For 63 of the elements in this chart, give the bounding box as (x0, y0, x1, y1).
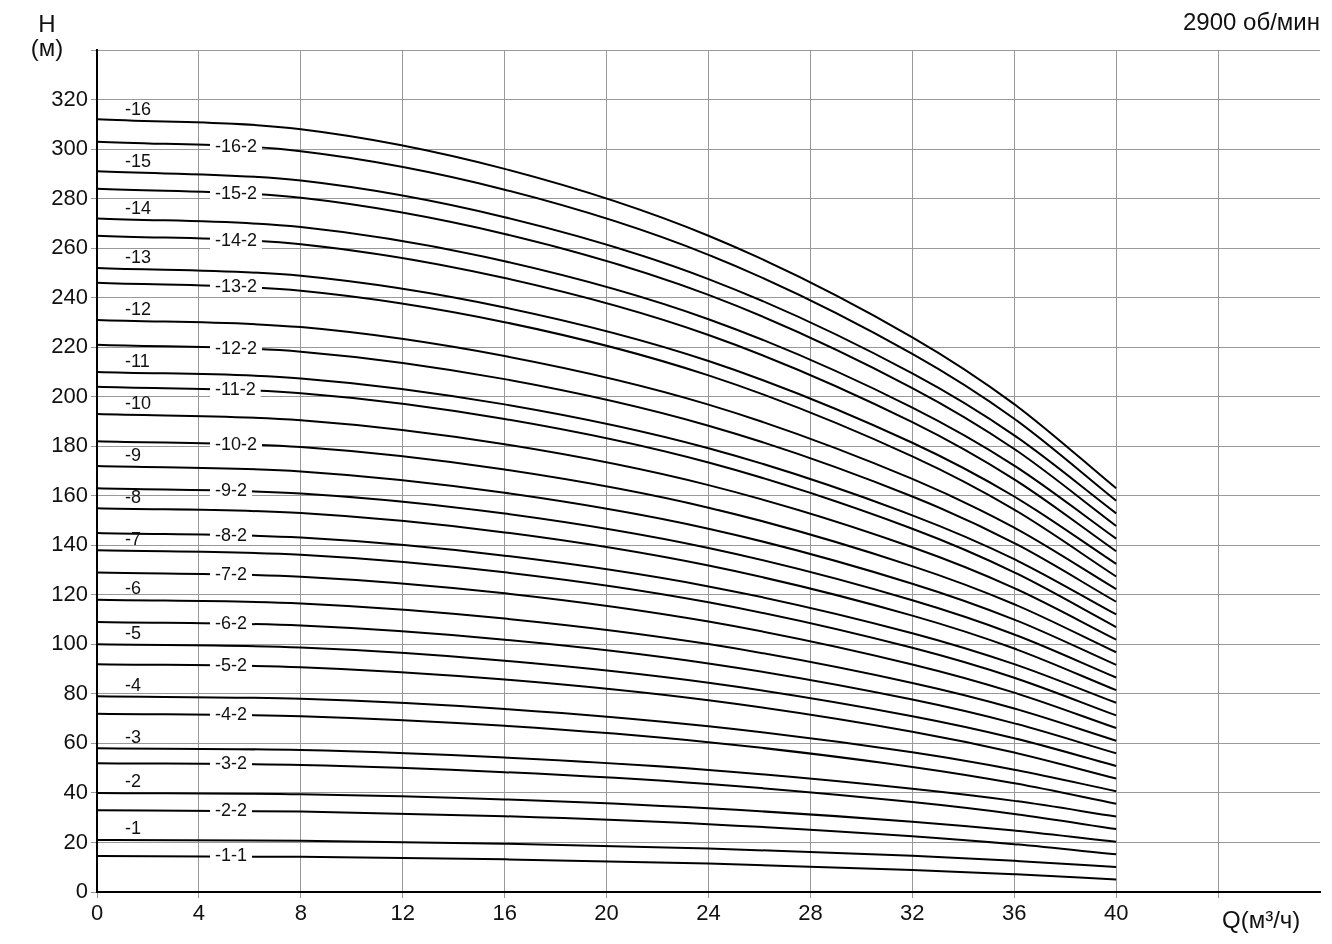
y-tick-label: 0 (75, 878, 88, 904)
series-label: -4 (125, 674, 142, 695)
y-tick-label: 200 (51, 382, 88, 408)
series-label: -1 (125, 818, 142, 839)
series-label: -5 (125, 622, 142, 643)
series-label: -14 (125, 197, 152, 218)
x-tick-label: 24 (696, 900, 721, 926)
series-label: -15-2 (215, 182, 258, 203)
y-tick-label: 60 (63, 729, 88, 755)
y-tick-label: 40 (63, 779, 88, 804)
series-label: -6-2 (215, 613, 248, 634)
series-label: -2-2 (215, 799, 248, 820)
series-label: -8-2 (215, 524, 248, 545)
y-tick-label: 220 (51, 333, 88, 359)
series-label: -13 (125, 246, 152, 267)
y-tick-label: 140 (51, 531, 88, 557)
y-tick-label: 20 (63, 828, 88, 854)
series-label: -15 (125, 150, 152, 171)
x-axis-title: Q(м³/ч) (1222, 906, 1301, 934)
x-tick-label: 0 (90, 900, 104, 926)
series-label: -3 (125, 726, 142, 747)
series-label: -7 (125, 528, 142, 549)
y-axis-title: H (м) (29, 10, 65, 61)
x-tick-label: 16 (492, 900, 517, 926)
y-tick-label: 160 (51, 481, 88, 507)
y-tick-label: 320 (51, 85, 88, 111)
series-label: -11-2 (215, 379, 256, 400)
y-tick-label: 280 (51, 184, 88, 210)
y-tick-label: 300 (51, 135, 88, 161)
series-label: -8 (125, 486, 142, 507)
x-tick-label: 20 (594, 900, 619, 926)
series-label: -3-2 (215, 753, 248, 774)
series-label: -10 (125, 392, 152, 413)
y-tick-label: 80 (63, 679, 88, 705)
series-label: -9 (125, 444, 142, 465)
series-label: -12 (125, 298, 152, 319)
y-tick-label: 180 (51, 432, 88, 458)
series-label: -16-2 (215, 136, 258, 157)
series-label: -6 (125, 578, 142, 599)
series-label: -10-2 (215, 433, 258, 454)
series-label: -12-2 (215, 337, 258, 358)
x-tick-label: 8 (294, 900, 307, 926)
x-tick-label: 36 (1002, 900, 1027, 926)
y-tick-label: 260 (51, 234, 88, 260)
x-tick-label: 12 (390, 900, 415, 926)
series-label: -13-2 (215, 276, 258, 297)
series-label: -9-2 (215, 480, 248, 501)
series-label: -11 (125, 350, 150, 371)
x-tick-label: 32 (900, 900, 925, 926)
x-tick-label: 40 (1103, 900, 1129, 926)
y-tick-label: 120 (51, 580, 88, 606)
x-tick-label: 28 (798, 900, 823, 926)
y-tick-label: 100 (51, 630, 88, 656)
series-label: -16 (125, 98, 152, 119)
series-label: -1-1 (215, 845, 248, 866)
series-label: -4-2 (215, 704, 248, 725)
series-label: -5-2 (215, 654, 248, 675)
series-label: -7-2 (215, 563, 248, 584)
series-label: -2 (125, 771, 142, 792)
chart-title: 2900 об/мин (1183, 8, 1320, 36)
x-tick-label: 4 (192, 900, 206, 926)
series-label: -14-2 (215, 229, 258, 250)
y-tick-label: 240 (51, 283, 88, 309)
